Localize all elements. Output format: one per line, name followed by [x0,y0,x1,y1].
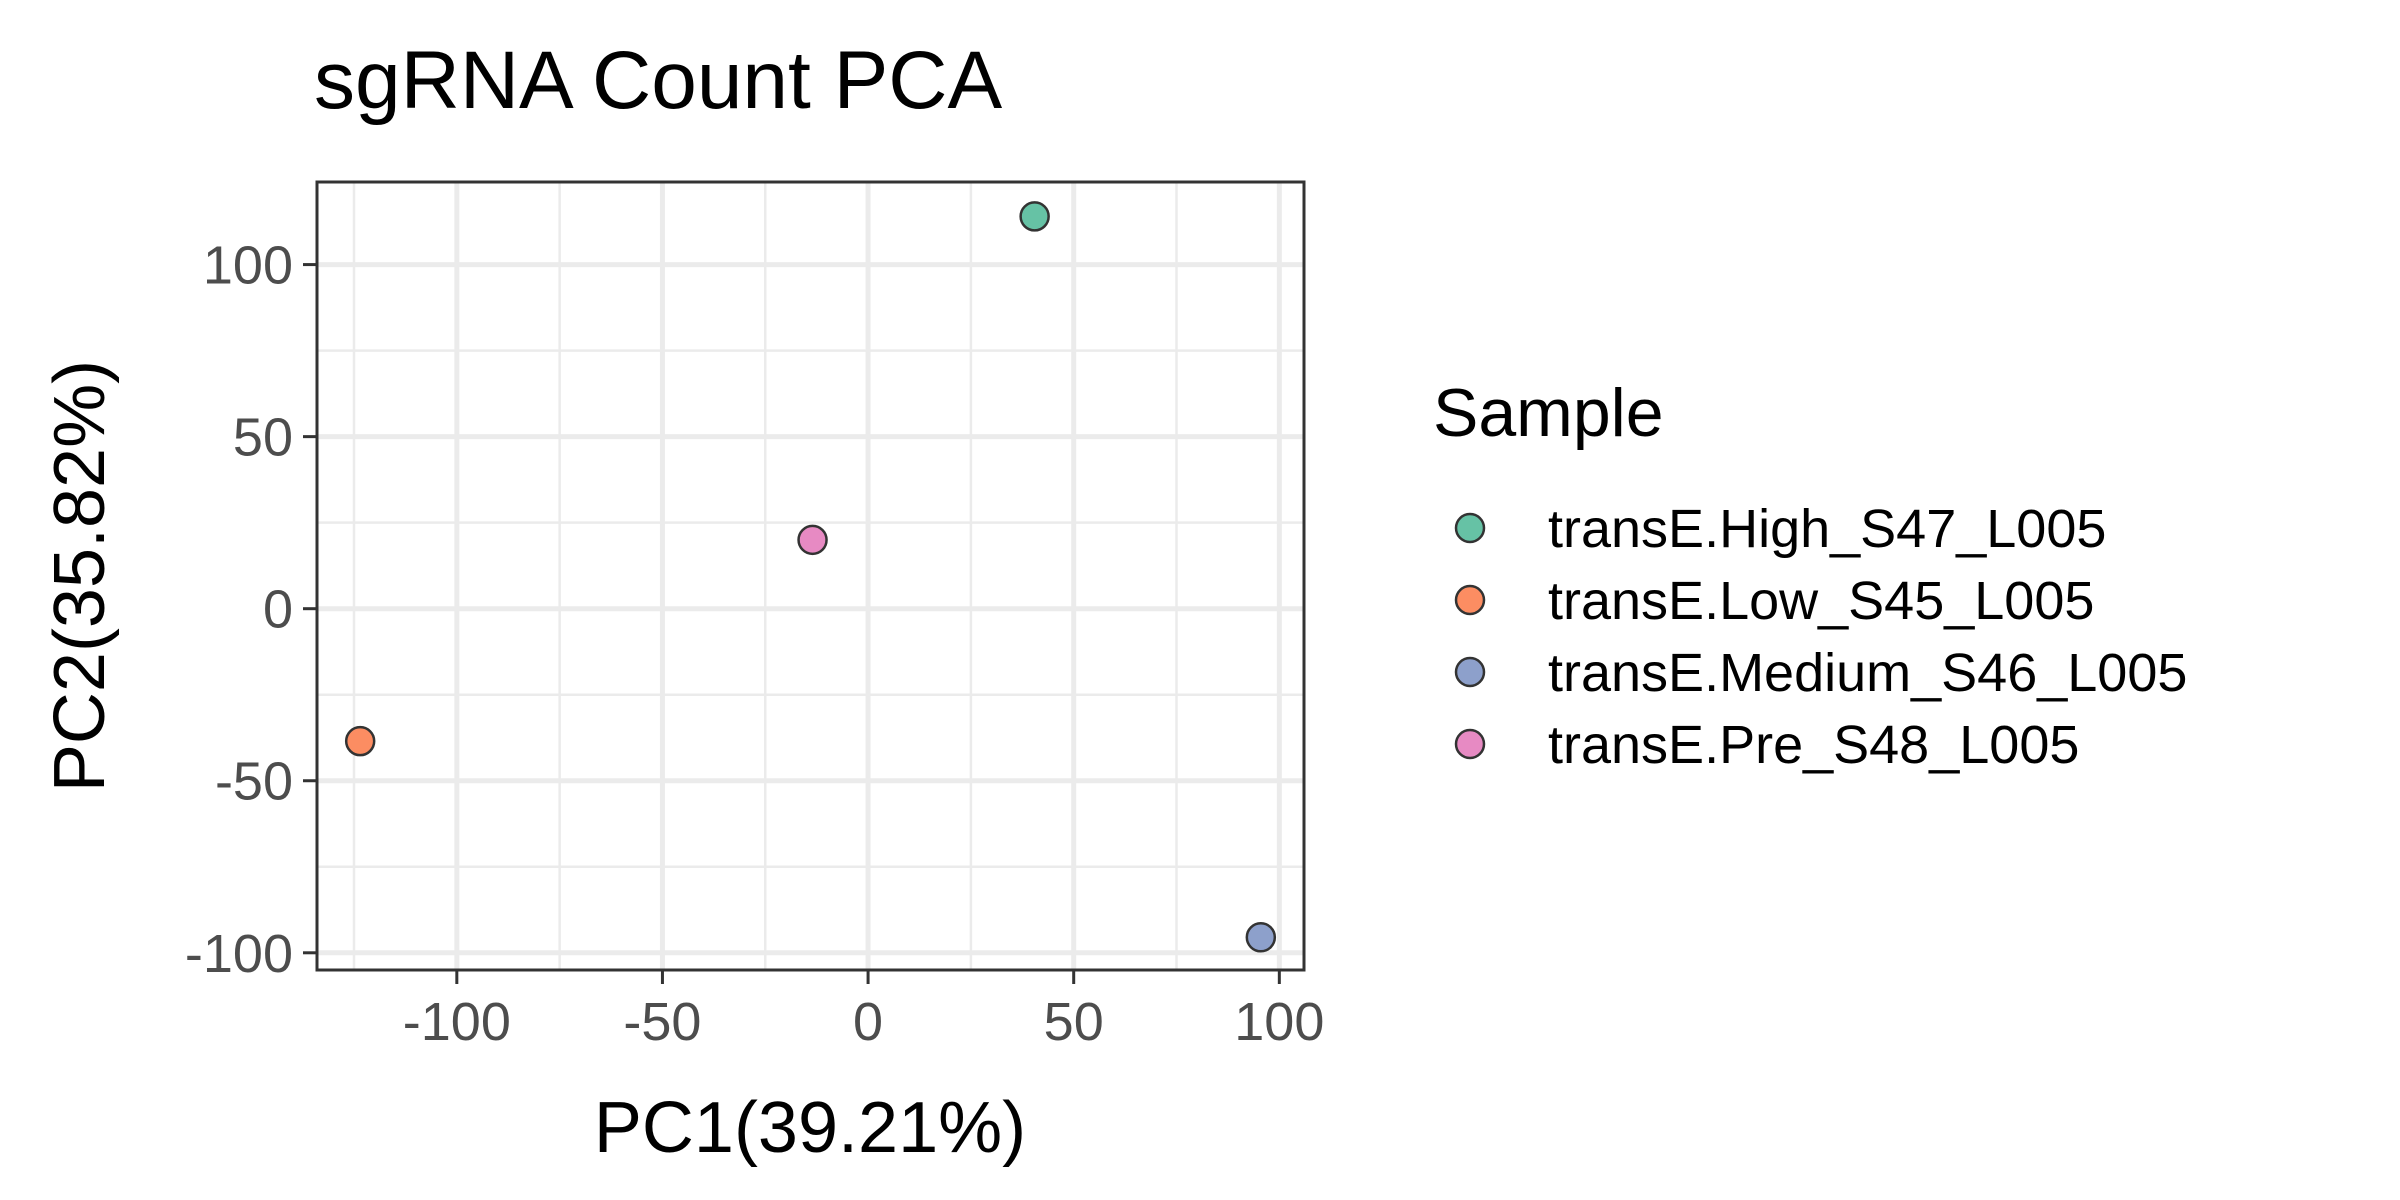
y-tick-label: -100 [185,924,293,984]
legend-key [1454,512,1486,544]
major-gridlines [317,182,1304,970]
plot-background [317,182,1304,970]
y-axis-title: PC2(35.82%) [40,360,120,792]
data-point [1245,922,1277,953]
y-tick-label: 0 [263,580,293,640]
x-tick-label: 100 [1234,992,1324,1052]
data-points [344,201,1277,953]
x-tick-label: -100 [403,992,511,1052]
legend-label: transE.High_S47_L005 [1548,499,2106,559]
y-tick-label: -50 [215,752,293,812]
legend-title: Sample [1433,375,1664,451]
y-tick-label: 100 [203,236,293,296]
legend-key [1454,728,1486,760]
x-tick-label: 50 [1044,992,1104,1052]
legend-label: transE.Pre_S48_L005 [1548,715,2079,775]
chart-title: sgRNA Count PCA [314,35,1002,126]
legend-key [1454,656,1486,688]
panel-border [315,180,1306,972]
data-point [344,725,376,757]
y-tick-label: 50 [233,408,293,468]
data-point [1019,201,1050,232]
x-tick-label: 0 [853,992,883,1052]
x-axis-title: PC1(39.21%) [594,1088,1026,1168]
legend: Sample transE.High_S47_L005 transE.Low_S4… [1433,375,2187,775]
y-axis: -100 -50 0 50 100 [185,236,317,984]
legend-items: transE.High_S47_L005 transE.Low_S45_L005t… [1454,499,2187,775]
minor-gridlines [317,182,1304,970]
x-tick-label: -50 [623,992,701,1052]
legend-label: transE.Low_S45_L005 [1548,571,2094,631]
legend-label: transE.Medium_S46_L005 [1548,643,2187,703]
plot-panel [315,180,1306,972]
data-point [797,524,828,556]
legend-key [1454,584,1486,616]
x-axis: -100 -50 0 50 100 [403,970,1324,1052]
